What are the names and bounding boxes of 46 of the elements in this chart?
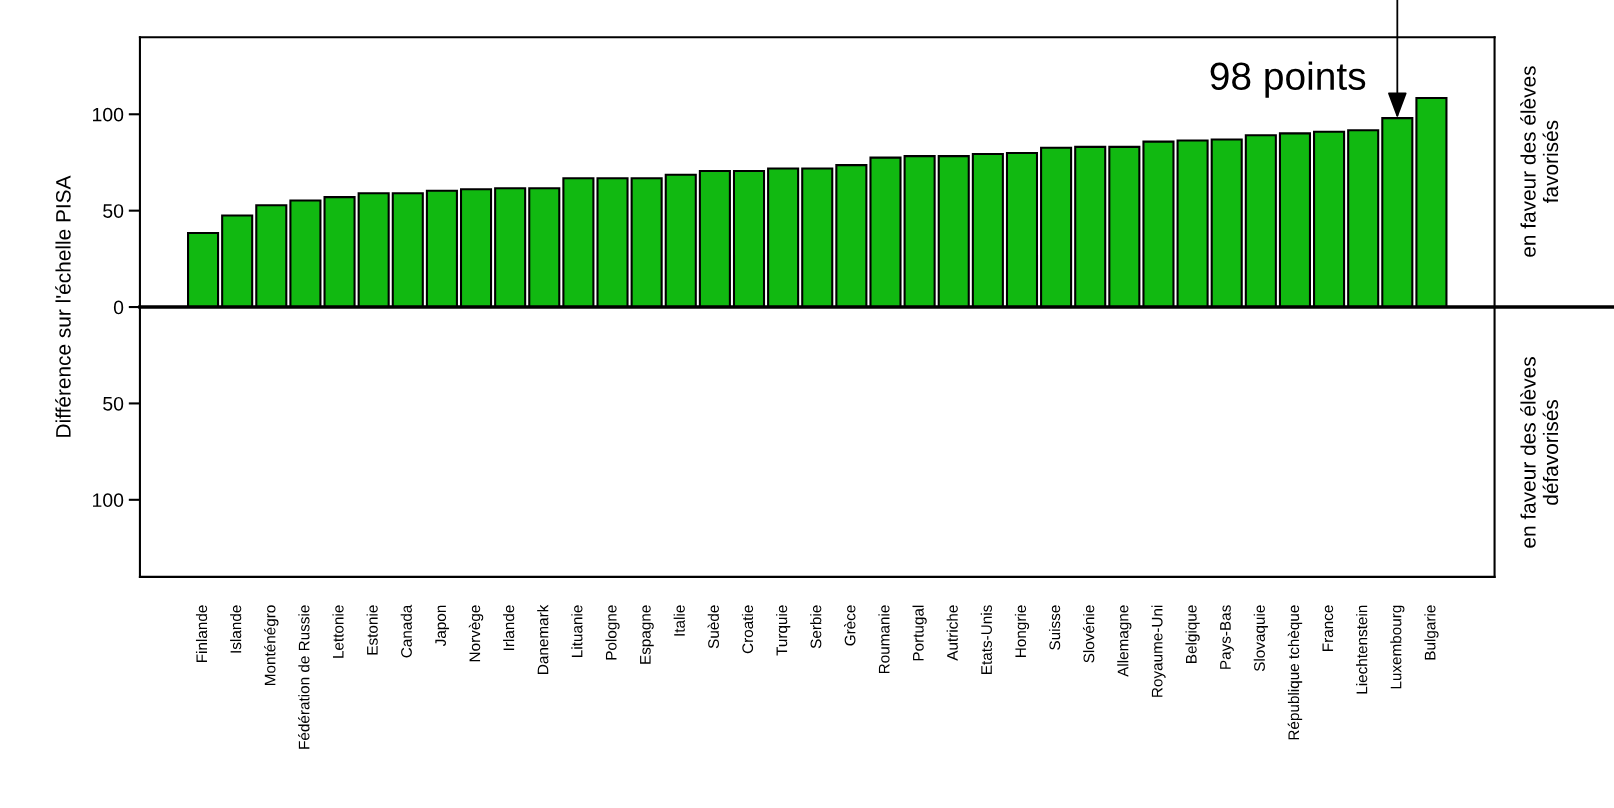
y-tick-label: 100 [93,493,124,508]
text: en faveur des élèves défavorisés [1520,357,1559,548]
x-tick-label: Espagne [640,605,654,664]
x-tick-label: Pologne [605,605,620,660]
annotation: 98 points [1210,61,1366,98]
x-tick-label: Suisse [1048,605,1061,650]
x-tick-label: Bulgarie [1424,605,1439,660]
x-tick-label: Norvège [468,605,484,662]
x-tick-label: Autriche [946,605,958,661]
x-tick-label: Finlande [195,605,208,663]
x-tick-label: Grèce [844,605,856,646]
x-tick-label: Pays-Bas [1220,605,1234,669]
x-tick-label: Hongrie [1014,605,1030,657]
x-tick-label: Irlande [503,605,515,650]
x-tick-label: Estonie [366,605,378,655]
x-tick-label: Islande [230,605,242,653]
x-tick-label: Serbie [810,605,822,649]
y-tick-label: 0 [113,300,124,315]
x-tick-label: Canada [400,604,412,658]
x-tick-label: Japon [435,605,450,647]
x-tick-label: Croatie [741,605,754,654]
x-tick-label: Allemagne [1117,605,1132,677]
x-tick-label: Roumanie [878,605,890,674]
x-tick-label: Suède [707,605,719,649]
x-tick-label: Fédération de Russie [298,605,310,749]
y-axis-title: Différence sur l'échelle PISA [55,175,71,437]
x-tick-label: Monténégro [264,605,279,685]
y-tick-label: 50 [103,396,124,411]
x-tick-label: Liechtenstein [1356,605,1368,694]
text: en faveur des élèves favorisés [1520,66,1559,257]
y-tick-label: 100 [93,107,124,122]
x-tick-label: Lituanie [571,605,583,657]
x-tick-label: Turquie [776,605,791,656]
x-tick-label: Slovénie [1082,605,1095,663]
x-tick-label: Luxembourg [1390,605,1405,689]
x-tick-label: Lettonie [332,605,344,658]
x-tick-label: Etats-Unis [980,605,992,674]
x-tick-label: Italie [673,605,685,636]
x-tick-label: République tchèque [1287,605,1303,740]
x-tick-label: Danemark [537,604,549,674]
x-tick-label: Slovaquie [1253,605,1268,672]
x-tick-label: France [1322,605,1334,651]
x-tick-label: Belgique [1185,605,1200,663]
x-tick-label: Portugal [912,605,927,661]
y-tick-label: 50 [103,204,124,218]
x-tick-label: Royaume-Uni [1151,605,1166,697]
